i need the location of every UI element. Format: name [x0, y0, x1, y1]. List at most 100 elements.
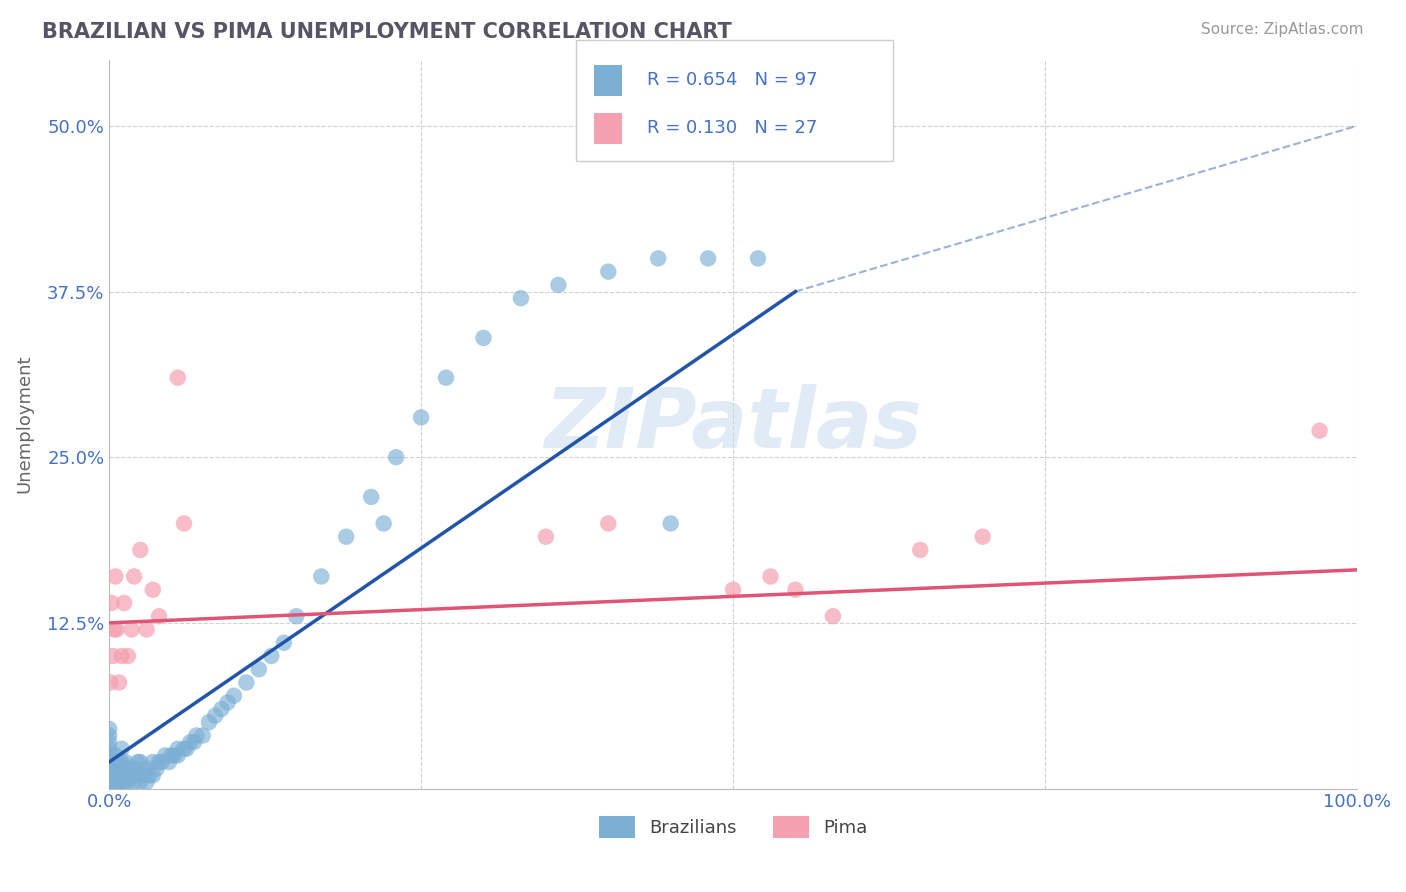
- Point: [285, 609, 308, 624]
- Point: [209, 702, 232, 716]
- Point: [114, 768, 136, 782]
- Point: [385, 450, 408, 465]
- Point: [132, 768, 155, 782]
- Point: [166, 748, 188, 763]
- Point: [104, 748, 127, 763]
- Point: [98, 741, 121, 756]
- Point: [173, 741, 195, 756]
- Point: [155, 748, 177, 763]
- Point: [157, 755, 180, 769]
- Point: [110, 768, 132, 782]
- Point: [108, 675, 131, 690]
- Text: BRAZILIAN VS PIMA UNEMPLOYMENT CORRELATION CHART: BRAZILIAN VS PIMA UNEMPLOYMENT CORRELATI…: [42, 22, 733, 42]
- Point: [148, 609, 170, 624]
- Text: R = 0.654   N = 97: R = 0.654 N = 97: [647, 71, 817, 89]
- Point: [104, 762, 127, 776]
- Point: [101, 775, 124, 789]
- Point: [129, 755, 152, 769]
- Point: [373, 516, 395, 531]
- Point: [112, 775, 135, 789]
- Point: [110, 775, 132, 789]
- Point: [759, 569, 782, 583]
- Point: [148, 755, 170, 769]
- Point: [138, 768, 160, 782]
- Point: [335, 530, 357, 544]
- Point: [101, 648, 124, 663]
- Point: [100, 775, 122, 789]
- Point: [145, 762, 167, 776]
- Point: [142, 768, 165, 782]
- Point: [360, 490, 382, 504]
- Point: [125, 768, 148, 782]
- Point: [129, 543, 152, 558]
- Point: [183, 735, 205, 749]
- Point: [122, 569, 145, 583]
- Point: [309, 569, 332, 583]
- Point: [510, 291, 533, 305]
- Legend: Brazilians, Pima: Brazilians, Pima: [592, 809, 875, 845]
- Point: [179, 735, 201, 749]
- Point: [121, 768, 143, 782]
- Point: [101, 768, 124, 782]
- Point: [142, 582, 165, 597]
- Point: [217, 695, 239, 709]
- Point: [173, 516, 195, 531]
- Point: [100, 775, 122, 789]
- Point: [100, 596, 122, 610]
- Point: [659, 516, 682, 531]
- Point: [166, 370, 188, 384]
- Point: [135, 775, 157, 789]
- Point: [260, 648, 283, 663]
- Y-axis label: Unemployment: Unemployment: [15, 355, 32, 493]
- Point: [598, 265, 620, 279]
- Point: [163, 748, 186, 763]
- Point: [204, 708, 226, 723]
- Point: [135, 762, 157, 776]
- Point: [721, 582, 744, 597]
- Point: [105, 762, 128, 776]
- Point: [166, 741, 188, 756]
- Point: [121, 623, 143, 637]
- Point: [117, 648, 139, 663]
- Point: [697, 252, 720, 266]
- Point: [98, 748, 121, 763]
- Point: [103, 755, 125, 769]
- Point: [103, 623, 125, 637]
- Point: [105, 623, 128, 637]
- Point: [127, 755, 149, 769]
- Point: [647, 252, 669, 266]
- Point: [112, 596, 135, 610]
- Point: [107, 775, 129, 789]
- Point: [150, 755, 173, 769]
- Point: [105, 768, 128, 782]
- Point: [1309, 424, 1331, 438]
- Point: [105, 755, 128, 769]
- Point: [160, 748, 183, 763]
- Point: [122, 762, 145, 776]
- Point: [747, 252, 769, 266]
- Point: [247, 662, 270, 676]
- Point: [118, 768, 141, 782]
- Point: [434, 370, 457, 384]
- Point: [107, 762, 129, 776]
- Point: [101, 762, 124, 776]
- Point: [910, 543, 932, 558]
- Point: [107, 768, 129, 782]
- Point: [534, 530, 557, 544]
- Point: [103, 768, 125, 782]
- Point: [105, 775, 128, 789]
- Text: Source: ZipAtlas.com: Source: ZipAtlas.com: [1201, 22, 1364, 37]
- Point: [104, 768, 127, 782]
- Point: [176, 741, 198, 756]
- Point: [186, 729, 208, 743]
- Text: ZIPatlas: ZIPatlas: [544, 384, 922, 465]
- Point: [972, 530, 994, 544]
- Point: [191, 729, 214, 743]
- Point: [108, 755, 131, 769]
- Point: [112, 762, 135, 776]
- Point: [103, 762, 125, 776]
- Point: [104, 755, 127, 769]
- Point: [120, 762, 142, 776]
- Point: [103, 775, 125, 789]
- Point: [98, 729, 121, 743]
